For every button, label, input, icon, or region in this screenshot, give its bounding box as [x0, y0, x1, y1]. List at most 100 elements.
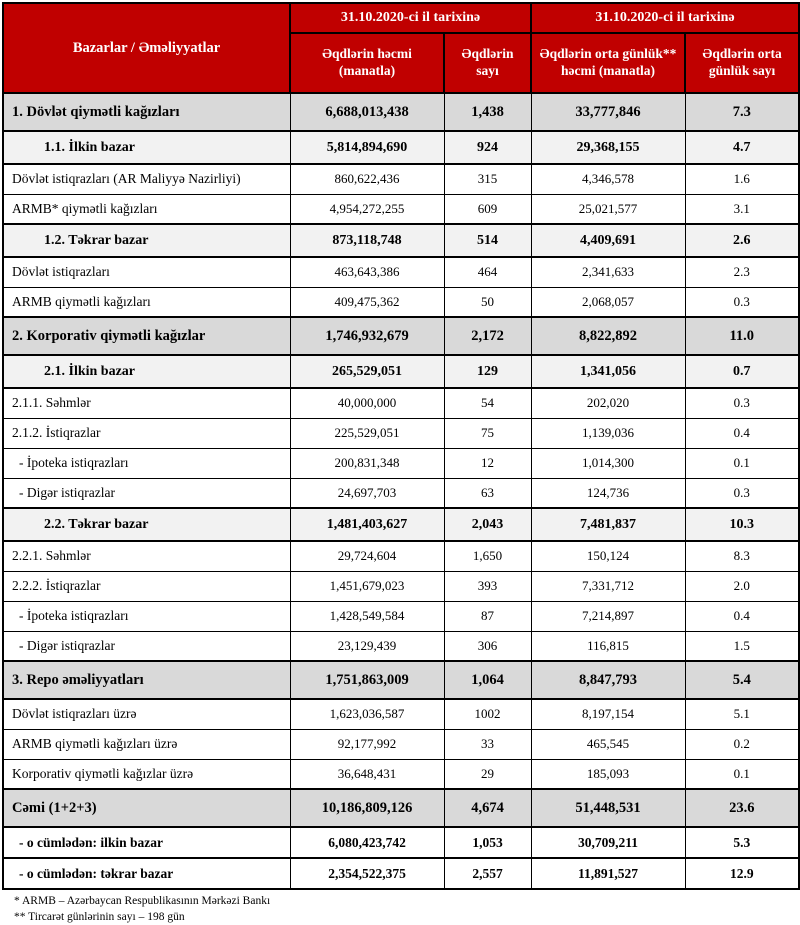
securities-market-table: Bazarlar / Əməliyyatlar 31.10.2020-ci il… [2, 2, 800, 890]
row-label: 3. Repo əməliyyatları [2, 660, 291, 700]
row-value: 315 [443, 163, 532, 195]
row-value: 2,341,633 [530, 256, 686, 288]
table-row: 1.2. Təkrar bazar 873,118,748 514 4,409,691… [2, 223, 800, 258]
row-value: 1.5 [684, 630, 800, 662]
row-label: - İpoteka istiqrazları [2, 447, 291, 479]
corner-header-markets-operations: Bazarlar / Əməliyyatlar [2, 2, 291, 94]
row-value: 11,891,527 [530, 857, 686, 890]
row-value: 1,438 [443, 92, 532, 132]
table-row: Cəmi (1+2+3) 10,186,809,126 4,674 51,448,53… [2, 788, 800, 828]
row-value: 29,724,604 [289, 540, 445, 572]
row-value: 4,954,272,255 [289, 193, 445, 225]
row-value: 30,709,211 [530, 826, 686, 859]
table-row: Korporativ qiymətli kağızlar üzrə 36,648,… [2, 758, 800, 790]
table-row: Dövlət istiqrazları (AR Maliyyə Nazirliy… [2, 163, 800, 195]
row-value: 393 [443, 570, 532, 602]
row-value: 12 [443, 447, 532, 479]
row-value: 29,368,155 [530, 130, 686, 165]
table-row: 1. Dövlət qiymətli kağızları 6,688,013,43… [2, 92, 800, 132]
row-value: 609 [443, 193, 532, 225]
row-label: 2.2.2. İstiqrazlar [2, 570, 291, 602]
row-value: 1,746,932,679 [289, 316, 445, 356]
row-value: 0.2 [684, 728, 800, 760]
row-value: 1,428,549,584 [289, 600, 445, 632]
row-value: 4,346,578 [530, 163, 686, 195]
row-value: 129 [443, 354, 532, 389]
row-value: 29 [443, 758, 532, 790]
row-value: 8,847,793 [530, 660, 686, 700]
table-row: ARMB* qiymətli kağızları 4,954,272,255 609… [2, 193, 800, 225]
group-header-as-of-date-1: 31.10.2020-ci il tarixinə [288, 2, 533, 34]
row-value: 5.4 [684, 660, 800, 700]
table-row: 1.1. İlkin bazar 5,814,894,690 924 29,368,1… [2, 130, 800, 165]
row-value: 1,014,300 [530, 447, 686, 479]
table-row: 2.2.1. Səhmlər 29,724,604 1,650 150,124 8.3 [2, 540, 800, 572]
row-value: 1,451,679,023 [289, 570, 445, 602]
table-row: - Digər istiqrazlar 23,129,439 306 116,815 1… [2, 630, 800, 662]
row-value: 124,736 [530, 477, 686, 509]
row-value: 2.6 [684, 223, 800, 258]
row-label: ARMB* qiymətli kağızları [2, 193, 291, 225]
row-value: 0.3 [684, 286, 800, 318]
row-value: 8,197,154 [530, 698, 686, 730]
row-value: 4,674 [443, 788, 532, 828]
row-label: 2.1.2. İstiqrazlar [2, 417, 291, 449]
row-value: 5.3 [684, 826, 800, 859]
table-header: Bazarlar / Əməliyyatlar 31.10.2020-ci il… [2, 2, 800, 94]
table-row: - o cümlədən: ilkin bazar 6,080,423,742 1,… [2, 826, 800, 859]
group-header-as-of-date-2: 31.10.2020-ci il tarixinə [530, 2, 800, 34]
table-row: ARMB qiymətli kağızları 409,475,362 50 2,06… [2, 286, 800, 318]
table-row: Dövlət istiqrazları üzrə 1,623,036,587 100… [2, 698, 800, 730]
row-value: 2,557 [443, 857, 532, 890]
row-label: 2.2.1. Səhmlər [2, 540, 291, 572]
col-header-deal-count: Əqdlərin sayı [442, 32, 533, 94]
footnote-armb: * ARMB – Azərbaycan Respublikasının Mərk… [14, 895, 271, 907]
row-label: 1.1. İlkin bazar [2, 130, 291, 165]
table-row: ARMB qiymətli kağızları üzrə 92,177,992 33… [2, 728, 800, 760]
row-value: 2,354,522,375 [289, 857, 445, 890]
row-value: 2,068,057 [530, 286, 686, 318]
row-value: 1,650 [443, 540, 532, 572]
table-row: 2.1. İlkin bazar 265,529,051 129 1,341,056 0… [2, 354, 800, 389]
row-value: 63 [443, 477, 532, 509]
row-value: 0.1 [684, 447, 800, 479]
row-value: 1002 [443, 698, 532, 730]
row-label: - o cümlədən: ilkin bazar [2, 826, 291, 859]
row-value: 75 [443, 417, 532, 449]
row-value: 25,021,577 [530, 193, 686, 225]
table-row: - Digər istiqrazlar 24,697,703 63 124,736 0.… [2, 477, 800, 509]
row-value: 1.6 [684, 163, 800, 195]
row-value: 200,831,348 [289, 447, 445, 479]
row-value: 87 [443, 600, 532, 632]
table-row: - o cümlədən: təkrar bazar 2,354,522,375 2… [2, 857, 800, 890]
row-label: - Digər istiqrazlar [2, 477, 291, 509]
footnotes: * ARMB – Azərbaycan Respublikasının Mərk… [2, 890, 798, 925]
row-value: 924 [443, 130, 532, 165]
row-value: 6,688,013,438 [289, 92, 445, 132]
row-value: 3.1 [684, 193, 800, 225]
row-value: 0.3 [684, 477, 800, 509]
row-value: 7,214,897 [530, 600, 686, 632]
row-value: 465,545 [530, 728, 686, 760]
row-value: 306 [443, 630, 532, 662]
col-header-deal-volume: Əqdlərin həcmi (manatla) [289, 32, 445, 94]
row-value: 150,124 [530, 540, 686, 572]
table-row: 2.1.2. İstiqrazlar 225,529,051 75 1,139,036… [2, 417, 800, 449]
row-value: 0.4 [684, 417, 800, 449]
col-header-avg-daily-volume: Əqdlərin orta günlük** həcmi (manatla) [530, 32, 687, 94]
row-value: 24,697,703 [289, 477, 445, 509]
row-label: Dövlət istiqrazları (AR Maliyyə Nazirliy… [2, 163, 291, 195]
row-value: 10.3 [684, 507, 800, 542]
table-row: 2.2.2. İstiqrazlar 1,451,679,023 393 7,331,… [2, 570, 800, 602]
row-value: 464 [443, 256, 532, 288]
row-value: 54 [443, 387, 532, 419]
table-row: 2. Korporativ qiymətli kağızlar 1,746,932… [2, 316, 800, 356]
row-label: - Digər istiqrazlar [2, 630, 291, 662]
row-value: 1,341,056 [530, 354, 686, 389]
row-value: 1,064 [443, 660, 532, 700]
table-row: 2.2. Təkrar bazar 1,481,403,627 2,043 7,481… [2, 507, 800, 542]
row-value: 1,053 [443, 826, 532, 859]
row-value: 0.1 [684, 758, 800, 790]
row-value: 1,623,036,587 [289, 698, 445, 730]
row-value: 7,331,712 [530, 570, 686, 602]
